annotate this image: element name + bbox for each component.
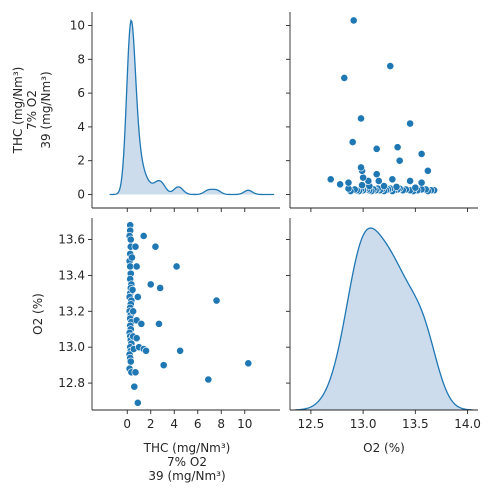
ytick-label-row0: 8 — [77, 52, 85, 66]
scatter-point-o2-vs-thc — [159, 361, 168, 370]
scatter-point-thc-vs-o2 — [417, 150, 426, 158]
scatter-point-thc-vs-o2 — [372, 144, 381, 153]
ytick-label-row0: 2 — [77, 154, 85, 168]
yaxis-label-thc: 7% O2 — [25, 90, 39, 130]
scatter-point-thc-vs-o2 — [406, 119, 415, 128]
scatter-point-thc-vs-o2 — [386, 62, 395, 70]
xtick-label-col1: 13.0 — [350, 417, 377, 431]
scatter-point-thc-vs-o2 — [411, 183, 420, 192]
scatter-point-o2-vs-thc — [155, 319, 163, 328]
scatter-point-thc-vs-o2 — [374, 177, 383, 185]
ytick-label-row0: 0 — [77, 187, 85, 201]
scatter-point-o2-vs-thc — [172, 262, 181, 271]
scatter-point-o2-vs-thc — [131, 368, 140, 377]
scatter-point-o2-vs-thc — [139, 232, 148, 240]
scatter-point-thc-vs-o2 — [423, 166, 432, 175]
ytick-label-row1: 13.4 — [58, 268, 85, 282]
scatter-point-o2-vs-thc — [244, 359, 253, 368]
scatter-point-thc-vs-o2 — [372, 170, 381, 179]
xtick-label-col0: 8 — [217, 417, 225, 431]
scatter-point-o2-vs-thc — [128, 253, 136, 262]
xtick-label-col0: 6 — [194, 417, 202, 431]
scatter-point-thc-vs-o2 — [388, 175, 397, 184]
scatter-point-thc-vs-o2 — [380, 182, 388, 190]
scatter-point-o2-vs-thc — [142, 346, 150, 355]
scatter-point-o2-vs-thc — [130, 382, 139, 391]
scatter-point-o2-vs-thc — [128, 285, 137, 294]
scatter-point-o2-vs-thc — [151, 242, 160, 251]
ytick-label-row0: 4 — [77, 120, 85, 134]
scatter-point-thc-vs-o2 — [359, 173, 368, 182]
scatter-point-thc-vs-o2 — [348, 138, 357, 146]
scatter-point-o2-vs-thc — [132, 262, 141, 271]
scatter-point-o2-vs-thc — [126, 262, 135, 271]
xtick-label-col1: 14.0 — [454, 417, 481, 431]
scatter-point-o2-vs-thc — [126, 235, 135, 244]
scatter-point-o2-vs-thc — [131, 242, 140, 251]
scatter-point-o2-vs-thc — [156, 284, 165, 292]
scatter-point-o2-vs-thc — [212, 296, 221, 305]
scatter-point-thc-vs-o2 — [392, 182, 401, 191]
scatter-point-o2-vs-thc — [204, 375, 213, 384]
yaxis-label-thc: 39 (mg/Nm³) — [39, 71, 53, 148]
scatter-point-thc-vs-o2 — [357, 114, 365, 123]
scatter-point-o2-vs-thc — [126, 357, 135, 366]
xtick-label-col0: 10 — [237, 417, 252, 431]
scatter-point-thc-vs-o2 — [417, 178, 426, 187]
scatter-point-thc-vs-o2 — [358, 181, 366, 190]
xaxis-label-thc: THC (mg/Nm³) — [143, 441, 231, 455]
scatter-point-thc-vs-o2 — [344, 178, 353, 187]
ytick-label-row0: 10 — [70, 19, 85, 33]
yaxis-label-o2: O2 (%) — [31, 293, 45, 335]
scatter-point-o2-vs-thc — [176, 346, 185, 355]
scatter-point-thc-vs-o2 — [357, 163, 365, 172]
xaxis-label-thc: 39 (mg/Nm³) — [148, 469, 225, 483]
ytick-label-row0: 6 — [77, 86, 85, 100]
yaxis-label-thc: THC (mg/Nm³) — [11, 67, 25, 155]
ytick-label-row1: 13.0 — [58, 340, 85, 354]
scatter-point-thc-vs-o2 — [336, 180, 345, 189]
scatter-point-o2-vs-thc — [132, 334, 141, 343]
scatter-point-o2-vs-thc — [137, 319, 146, 328]
scatter-point-o2-vs-thc — [129, 307, 138, 316]
scatter-point-o2-vs-thc — [146, 280, 155, 289]
scatter-point-thc-vs-o2 — [393, 143, 402, 152]
xaxis-label-thc: 7% O2 — [167, 455, 207, 469]
ytick-label-row1: 13.2 — [58, 304, 85, 318]
scatter-point-thc-vs-o2 — [349, 16, 358, 25]
thc-kde-line — [109, 18, 275, 196]
xtick-label-col0: 0 — [123, 417, 131, 431]
scatter-point-o2-vs-thc — [133, 398, 142, 407]
scatter-point-thc-vs-o2 — [406, 177, 415, 185]
ytick-label-row1: 13.6 — [58, 233, 85, 247]
scatter-point-thc-vs-o2 — [326, 175, 335, 184]
ytick-label-row1: 12.8 — [58, 376, 85, 390]
xtick-label-col0: 2 — [147, 417, 155, 431]
thc-kde-area — [109, 20, 275, 195]
scatter-point-thc-vs-o2 — [395, 156, 404, 165]
scatter-point-o2-vs-thc — [133, 293, 142, 301]
xaxis-label-o2: O2 (%) — [363, 441, 405, 455]
xtick-label-col1: 12.5 — [298, 417, 325, 431]
xtick-label-col0: 4 — [170, 417, 178, 431]
scatter-point-thc-vs-o2 — [340, 74, 349, 82]
o2-kde-line — [295, 227, 473, 411]
o2-kde-area — [295, 228, 473, 410]
xtick-label-col1: 13.5 — [402, 417, 429, 431]
